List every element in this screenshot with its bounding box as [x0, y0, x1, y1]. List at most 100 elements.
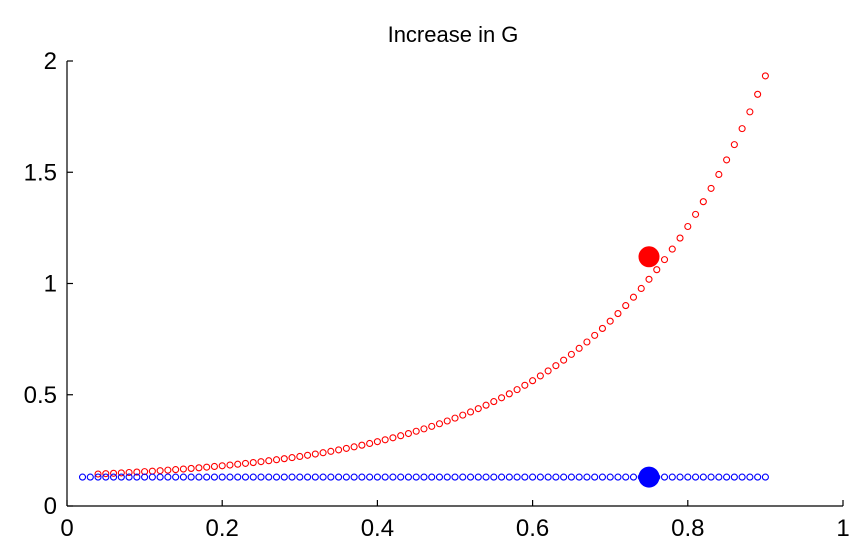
- data-point: [529, 473, 537, 481]
- data-point: [761, 72, 769, 80]
- data-point: [606, 473, 614, 481]
- data-point: [102, 470, 110, 478]
- data-point: [730, 473, 738, 481]
- data-point: [265, 457, 273, 465]
- data-point: [249, 459, 257, 467]
- data-point: [715, 170, 723, 179]
- ticks: 0 0.2 0.4 0.6 0.8 1 0 0.5 1 1.5 2: [24, 48, 850, 542]
- data-point: [117, 473, 125, 481]
- data-point: [684, 473, 692, 481]
- data-point: [521, 473, 529, 481]
- data-point: [234, 460, 242, 468]
- data-point: [707, 473, 715, 481]
- marks: [78, 72, 769, 488]
- data-point: [505, 390, 513, 398]
- data-point: [187, 473, 195, 481]
- data-point: [86, 473, 94, 481]
- data-point: [226, 473, 234, 481]
- data-point: [335, 446, 343, 454]
- data-point: [195, 464, 203, 472]
- data-point: [676, 234, 684, 242]
- data-point: [692, 473, 700, 481]
- x-tick-label: 0: [60, 515, 73, 542]
- data-point: [296, 473, 304, 481]
- chart-title: Increase in G: [388, 22, 519, 47]
- data-point: [94, 473, 102, 481]
- data-point: [203, 463, 211, 471]
- data-point: [397, 432, 405, 440]
- data-point: [482, 401, 490, 409]
- data-point: [529, 377, 537, 385]
- data-point: [435, 473, 444, 481]
- data-point: [164, 473, 172, 481]
- data-point: [156, 473, 164, 481]
- data-point: [156, 467, 164, 475]
- data-point: [443, 417, 451, 425]
- data-point: [660, 473, 669, 481]
- x-tick-label: 0.6: [516, 515, 549, 542]
- data-point: [552, 362, 560, 370]
- data-point: [536, 372, 544, 380]
- data-point: [583, 338, 591, 346]
- data-point: [746, 108, 754, 116]
- data-point: [668, 245, 676, 253]
- data-point: [327, 447, 335, 455]
- data-point: [466, 473, 475, 481]
- data-point: [505, 473, 513, 481]
- data-point: [319, 473, 327, 481]
- data-point: [164, 466, 172, 474]
- data-point: [110, 469, 118, 477]
- data-point: [296, 452, 304, 461]
- data-point: [583, 473, 591, 481]
- data-point: [265, 473, 273, 481]
- data-point: [676, 473, 684, 481]
- data-point: [598, 473, 606, 481]
- data-point: [629, 293, 638, 301]
- data-point: [234, 473, 242, 481]
- data-point: [459, 473, 467, 481]
- data-point: [404, 473, 412, 481]
- data-point: [288, 454, 296, 462]
- data-point: [358, 473, 366, 481]
- data-point: [482, 473, 490, 481]
- data-point: [102, 473, 110, 481]
- x-tick-label: 0.2: [206, 515, 239, 542]
- data-point: [490, 398, 498, 406]
- data-point: [622, 302, 630, 310]
- data-point: [195, 473, 203, 481]
- data-point: [715, 473, 723, 481]
- data-point: [435, 420, 444, 428]
- data-point: [738, 473, 746, 481]
- data-point: [319, 449, 327, 457]
- data-point: [637, 284, 645, 293]
- data-point: [498, 394, 506, 402]
- data-point: [730, 141, 738, 149]
- data-point: [358, 441, 366, 449]
- data-point: [218, 462, 226, 470]
- highlight-point: [638, 246, 660, 268]
- x-tick-label: 0.4: [361, 515, 394, 542]
- data-point: [373, 438, 381, 446]
- data-point: [335, 473, 343, 481]
- data-point: [466, 408, 475, 416]
- data-point: [110, 473, 118, 481]
- data-point: [699, 473, 707, 481]
- data-point: [218, 473, 226, 481]
- data-point: [397, 473, 405, 481]
- data-point: [257, 473, 265, 481]
- data-point: [761, 473, 769, 481]
- data-point: [606, 317, 614, 325]
- data-point: [428, 422, 436, 430]
- data-point: [241, 473, 250, 481]
- data-point: [381, 473, 389, 481]
- data-point: [490, 473, 498, 481]
- data-point: [257, 458, 265, 466]
- data-point: [133, 468, 141, 476]
- y-tick-label: 1: [44, 271, 57, 298]
- data-point: [699, 198, 707, 206]
- data-point: [738, 125, 746, 133]
- y-tick-label: 2: [44, 48, 57, 75]
- data-point: [148, 467, 156, 475]
- data-point: [653, 266, 661, 274]
